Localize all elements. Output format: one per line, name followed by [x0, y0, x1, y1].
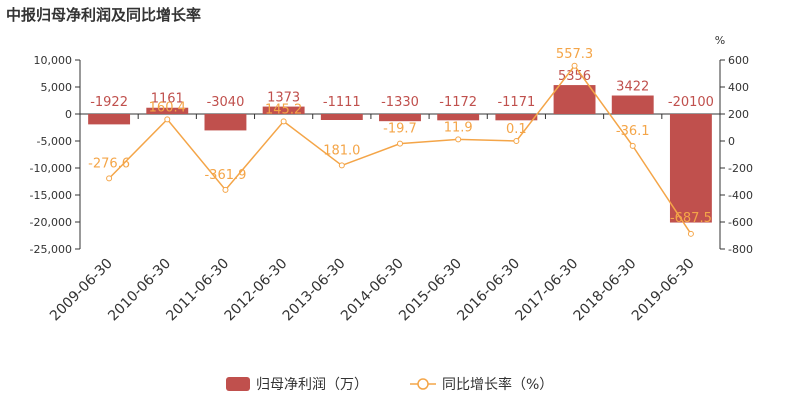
line-point	[164, 116, 171, 123]
line-point	[280, 118, 287, 125]
line-path	[108, 64, 692, 235]
line-point	[571, 62, 578, 69]
legend-item-line[interactable]: 同比增长率（%）	[410, 376, 553, 393]
bar-data-label: 1373	[267, 91, 300, 106]
x-axis-tick-label: 2019-06-30	[629, 256, 698, 325]
right-axis-tick-label: -600	[728, 216, 753, 229]
bar	[553, 85, 596, 114]
line-point	[455, 136, 462, 143]
line-point	[338, 162, 345, 169]
line-data-label: -19.7	[383, 122, 417, 137]
bar-data-label: 3422	[616, 80, 649, 95]
line-series: -276.6 160.4 -361.9 145.2 181.0 -19.7 11.9 0.1 5…	[88, 47, 712, 237]
line-data-label: -361.9	[204, 168, 246, 183]
legend-swatch-marker	[417, 378, 429, 390]
line-point	[106, 175, 113, 182]
right-axis: % 600 400 200 0 -200 -400 -600 -800	[715, 34, 753, 256]
bar	[437, 114, 480, 121]
left-axis-tick-label: 5,000	[41, 81, 73, 94]
line-data-label: -687.5	[670, 211, 712, 226]
line-data-label: 160.4	[149, 100, 186, 115]
bar-data-label: -20100	[668, 95, 714, 110]
x-axis: 2009-06-302010-06-302011-06-302012-06-30…	[47, 113, 721, 325]
bar	[204, 114, 247, 131]
bar	[88, 114, 131, 125]
bar-data-label: -1172	[439, 95, 477, 110]
line-point	[222, 186, 229, 193]
left-axis-tick-label: -10,000	[30, 162, 72, 175]
legend-swatch-bar	[226, 377, 250, 391]
bar	[379, 114, 421, 122]
legend: 归母净利润（万） 同比增长率（%）	[226, 376, 553, 393]
bar	[320, 114, 363, 120]
line-data-label: 145.2	[265, 102, 302, 117]
bar	[146, 107, 189, 114]
left-axis-tick-label: -25,000	[30, 243, 72, 256]
right-axis-tick-label: 600	[728, 54, 749, 67]
legend-label: 归母净利润（万）	[256, 376, 368, 393]
right-axis-tick-label: -200	[728, 162, 753, 175]
line-data-label: -276.6	[88, 156, 130, 171]
bar	[669, 114, 712, 223]
line-point	[397, 140, 403, 147]
line-data-label: -36.1	[616, 124, 650, 139]
left-axis-tick-label: -20,000	[30, 216, 72, 229]
right-axis-tick-label: 400	[728, 81, 749, 94]
line-data-label: 11.9	[444, 120, 473, 135]
line-point	[629, 142, 636, 149]
right-axis-unit: %	[715, 34, 725, 47]
line-data-label: 0.1	[506, 122, 527, 137]
right-axis-tick-label: -400	[728, 189, 753, 202]
bar-data-label: -1330	[381, 95, 419, 110]
bar-data-label: -1111	[323, 95, 361, 110]
left-axis-tick-label: 0	[65, 108, 72, 121]
bar-data-label: 5356	[558, 69, 591, 84]
bar-series: -1922 1161 -3040 1373 -1111 -1330 -1172 -1171 53…	[88, 69, 714, 223]
line-data-label: 181.0	[323, 143, 360, 158]
left-axis-tick-label: -5,000	[37, 135, 72, 148]
right-axis-tick-label: -800	[728, 243, 753, 256]
right-axis-tick-label: 200	[728, 108, 749, 121]
bar	[262, 106, 305, 114]
chart-title: 中报归母净利润及同比增长率	[6, 6, 202, 24]
line-point	[513, 137, 520, 144]
bar-data-label: 1161	[151, 92, 184, 107]
left-axis-tick-label: 10,000	[34, 54, 73, 67]
bar	[495, 114, 538, 121]
line-point	[687, 230, 694, 237]
legend-label: 同比增长率（%）	[442, 376, 553, 393]
legend-item-bars[interactable]: 归母净利润（万）	[226, 376, 368, 393]
right-axis-tick-label: 0	[728, 135, 735, 148]
left-axis-tick-label: -15,000	[30, 189, 72, 202]
left-axis: 10,000 5,000 0 -5,000 -10,000 -15,000 -20,000 -…	[30, 54, 81, 256]
bar-data-label: -3040	[207, 95, 245, 110]
bar-data-label: -1922	[90, 95, 128, 110]
bar	[611, 95, 654, 114]
line-data-label: 557.3	[556, 47, 593, 62]
bar-data-label: -1171	[497, 95, 535, 110]
